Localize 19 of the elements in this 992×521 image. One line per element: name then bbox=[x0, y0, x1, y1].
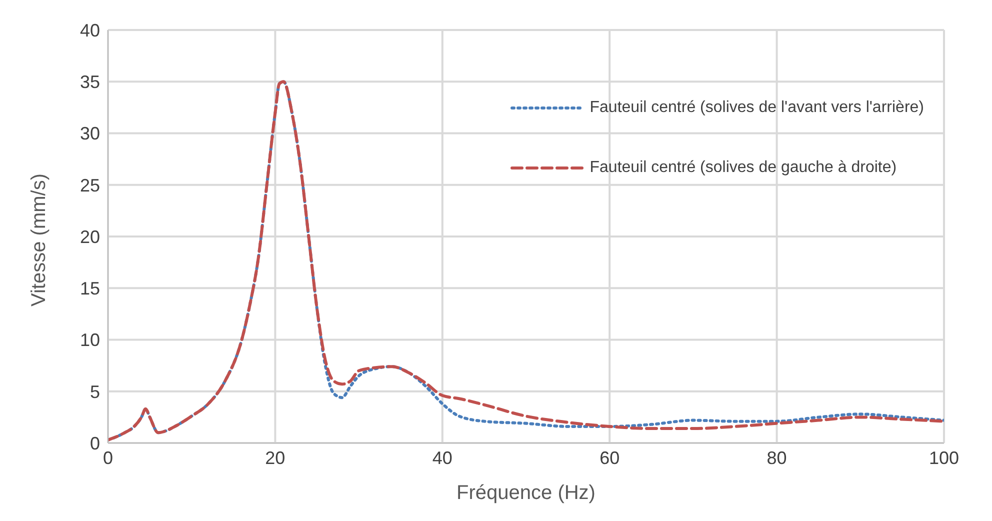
x-tick-label: 20 bbox=[265, 448, 286, 468]
x-tick-label: 0 bbox=[102, 448, 114, 468]
y-tick-label: 5 bbox=[90, 382, 100, 402]
y-tick-label: 20 bbox=[80, 226, 100, 247]
y-tick-label: 0 bbox=[90, 433, 100, 454]
y-tick-label: 40 bbox=[80, 20, 100, 40]
x-tick-label: 80 bbox=[766, 448, 787, 468]
x-tick-label: 100 bbox=[928, 448, 960, 468]
y-tick-label: 25 bbox=[80, 175, 100, 196]
y-axis-title: Vitesse (mm/s) bbox=[28, 174, 50, 306]
x-tick-label: 60 bbox=[600, 448, 620, 468]
x-axis-title: Fréquence (Hz) bbox=[456, 482, 596, 504]
x-tick-label: 40 bbox=[432, 448, 452, 468]
y-tick-label: 15 bbox=[80, 278, 100, 299]
y-tick-label: 10 bbox=[80, 330, 100, 350]
y-tick-label: 30 bbox=[80, 124, 100, 144]
y-tick-label: 35 bbox=[80, 72, 100, 92]
legend-label: Fauteuil centré (solives de l'avant vers l'arrière) bbox=[590, 99, 924, 117]
legend-label: Fauteuil centré (solives de gauche à droite) bbox=[590, 159, 897, 177]
